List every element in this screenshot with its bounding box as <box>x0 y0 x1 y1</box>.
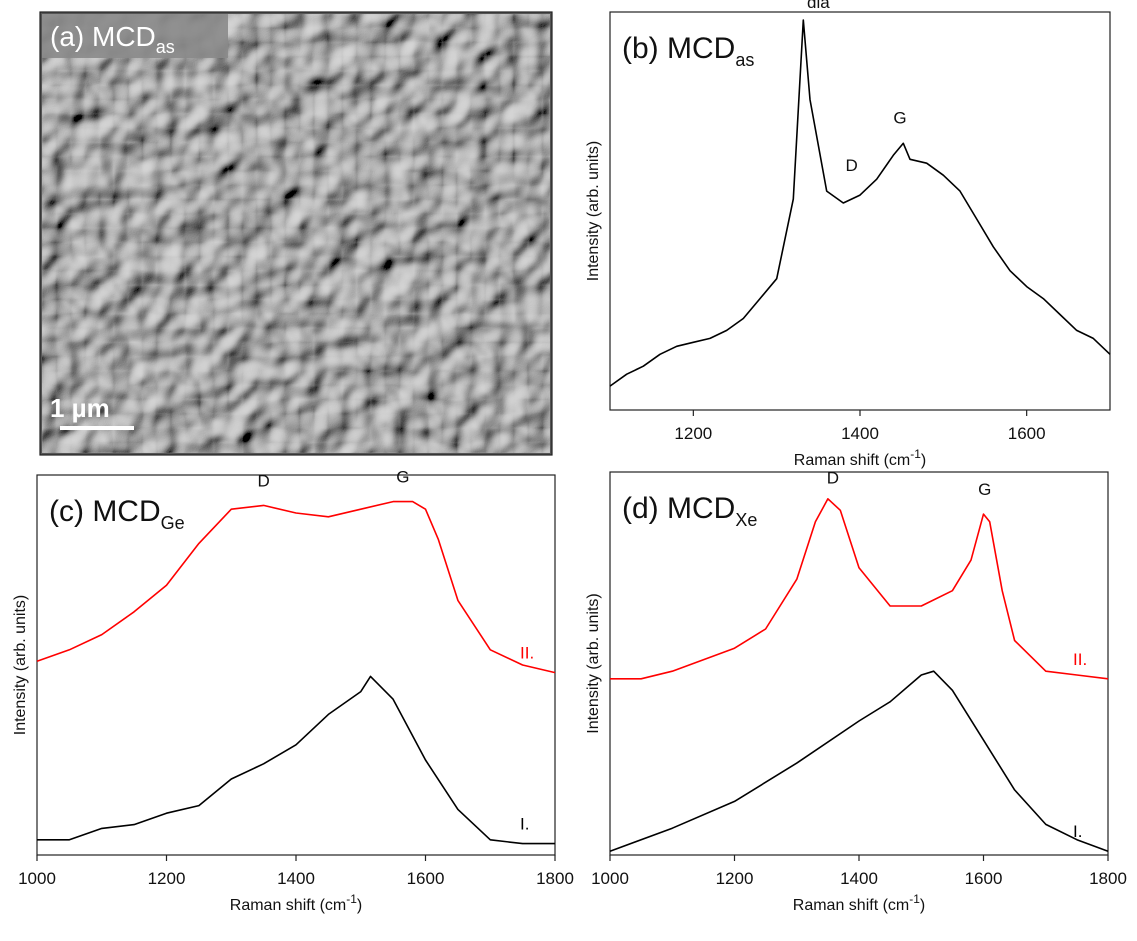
plot-frame <box>610 472 1108 855</box>
sem-texture <box>42 14 550 453</box>
x-tick-label: 1200 <box>674 424 712 443</box>
peak-annotation: D <box>257 471 269 490</box>
x-tick-label: 1600 <box>1008 424 1046 443</box>
plot-frame <box>37 475 555 855</box>
x-label-main: Raman shift (cm <box>230 897 346 914</box>
spectrum-line <box>37 676 555 843</box>
series-label: I. <box>520 815 529 834</box>
panel-title: (b) MCDas <box>622 32 754 70</box>
sem-panel: (a) MCDas 1 µm <box>40 12 552 455</box>
x-label-end: ) <box>921 452 926 469</box>
peak-annotation: G <box>396 468 409 487</box>
scale-bar-label: 1 µm <box>50 393 110 423</box>
label-main: (a) MCD <box>50 21 156 52</box>
peak-annotation: G <box>893 108 906 127</box>
y-axis-label: Intensity (arb. units) <box>585 593 602 734</box>
x-label-main: Raman shift (cm <box>793 897 909 914</box>
x-axis-label: Raman shift (cm-1) <box>230 892 362 914</box>
x-tick-label: 1000 <box>18 869 56 888</box>
x-tick-label: 1200 <box>716 869 754 888</box>
title-main: (c) MCD <box>49 495 161 528</box>
label-sub: as <box>156 37 175 57</box>
title-sub: as <box>735 50 754 70</box>
x-tick-label: 1800 <box>1089 869 1127 888</box>
panel-title: (c) MCDGe <box>49 495 185 533</box>
spectrum-line <box>610 499 1108 679</box>
x-label-main: Raman shift (cm <box>794 452 910 469</box>
series-label: I. <box>1073 822 1082 841</box>
x-tick-label: 1800 <box>536 869 574 888</box>
x-label-end: ) <box>920 897 925 914</box>
x-label-sup: -1 <box>910 447 921 461</box>
spectrum-line <box>610 671 1108 851</box>
x-tick-label: 1400 <box>841 424 879 443</box>
x-axis-label: Raman shift (cm-1) <box>794 447 926 469</box>
peak-annotation: D <box>846 156 858 175</box>
y-axis-label: Intensity (arb. units) <box>585 141 602 282</box>
x-tick-label: 1200 <box>148 869 186 888</box>
peak-annotation: G <box>978 480 991 499</box>
y-axis-label: Intensity (arb. units) <box>12 595 29 736</box>
title-sub: Ge <box>161 513 185 533</box>
peak-annotation: D <box>827 468 839 487</box>
x-label-sup: -1 <box>909 892 920 906</box>
x-label-end: ) <box>357 897 362 914</box>
peak-annotation: dia <box>807 0 830 12</box>
spectrum-line <box>610 20 1110 386</box>
title-sub: Xe <box>735 510 757 530</box>
series-label: II. <box>520 644 534 663</box>
plot-frame <box>610 12 1110 410</box>
x-tick-label: 1400 <box>840 869 878 888</box>
x-tick-label: 1400 <box>277 869 315 888</box>
x-tick-label: 1600 <box>965 869 1003 888</box>
x-label-sup: -1 <box>346 892 357 906</box>
x-tick-label: 1600 <box>407 869 445 888</box>
panel-title: (d) MCDXe <box>622 492 757 530</box>
x-axis-label: Raman shift (cm-1) <box>793 892 925 914</box>
figure: (a) MCDas 1 µm 120014001600Raman shift (… <box>0 0 1137 936</box>
title-main: (d) MCD <box>622 492 735 525</box>
title-main: (b) MCD <box>622 32 735 65</box>
series-label: II. <box>1073 650 1087 669</box>
x-tick-label: 1000 <box>591 869 629 888</box>
